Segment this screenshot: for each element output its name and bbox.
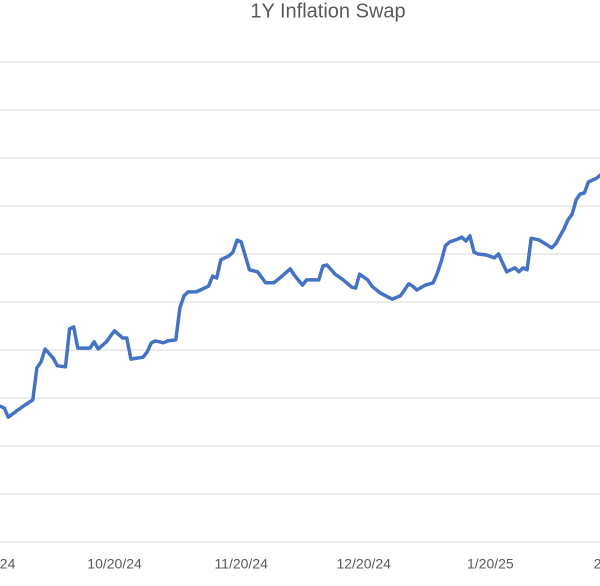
x-tick-label: 9/20/24 — [0, 556, 16, 572]
x-tick-label: 11/20/24 — [214, 556, 268, 572]
data-line — [0, 173, 600, 419]
chart-title: 1Y Inflation Swap — [250, 0, 405, 22]
x-tick-label: 12/20/24 — [336, 556, 391, 572]
x-tick-label: 1/20/25 — [467, 556, 514, 572]
grid — [0, 61, 600, 543]
x-tick-label: 10/20/24 — [87, 556, 142, 572]
x-tick-label: 2/20/25 — [594, 556, 600, 572]
